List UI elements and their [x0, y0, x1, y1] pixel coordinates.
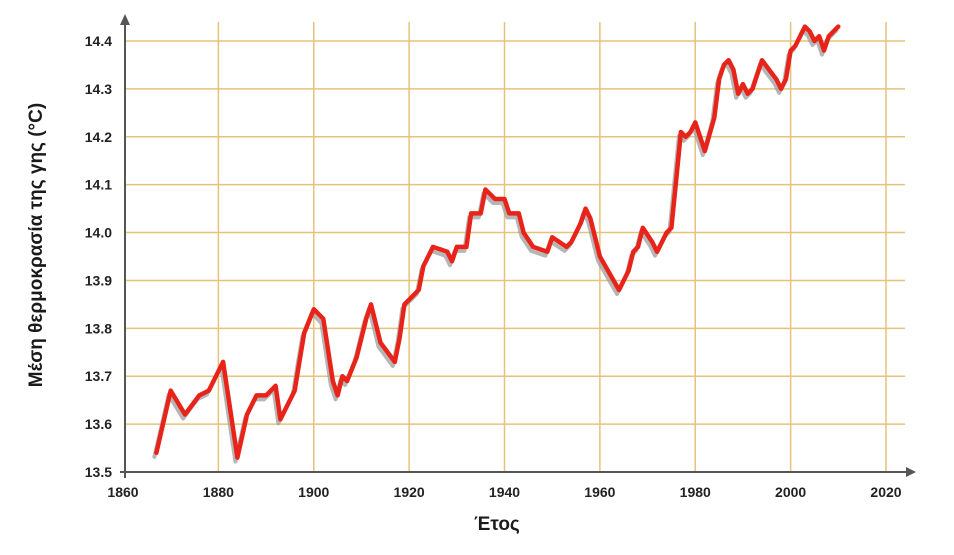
- tick-labels: 1860 1880 1900 1920 1940 1960 1980 2000 2020 13.5…: [85, 33, 902, 500]
- grid: [125, 22, 905, 472]
- x-tick-label: 1880: [203, 484, 234, 500]
- y-tick-label: 14.4: [85, 33, 112, 49]
- y-tick-label: 14.0: [85, 225, 112, 241]
- y-axis-title: Μέση θερμοκρασία της γης (°C): [26, 103, 47, 387]
- x-axis-arrow: [906, 467, 916, 477]
- series: [152, 24, 841, 464]
- x-tick-label: 2000: [775, 484, 806, 500]
- x-tick-label: 1980: [680, 484, 711, 500]
- axes: [120, 14, 916, 478]
- y-tick-label: 13.8: [85, 320, 112, 336]
- x-tick-label: 1860: [107, 484, 138, 500]
- y-tick-label: 13.7: [85, 368, 112, 384]
- y-tick-label: 13.5: [85, 464, 112, 480]
- x-tick-label: 1940: [489, 484, 520, 500]
- x-tick-label: 1960: [584, 484, 615, 500]
- y-tick-label: 14.1: [85, 177, 112, 193]
- x-tick-label: 1900: [298, 484, 329, 500]
- y-tick-label: 14.3: [85, 81, 112, 97]
- x-tick-label: 1920: [394, 484, 425, 500]
- temperature-series-line: [154, 24, 841, 460]
- y-tick-label: 14.2: [85, 129, 112, 145]
- y-tick-label: 13.9: [85, 272, 112, 288]
- x-tick-label: 2020: [870, 484, 901, 500]
- y-axis-arrow: [120, 14, 130, 25]
- x-axis-title: Έτος: [474, 514, 520, 535]
- y-tick-label: 13.6: [85, 416, 112, 432]
